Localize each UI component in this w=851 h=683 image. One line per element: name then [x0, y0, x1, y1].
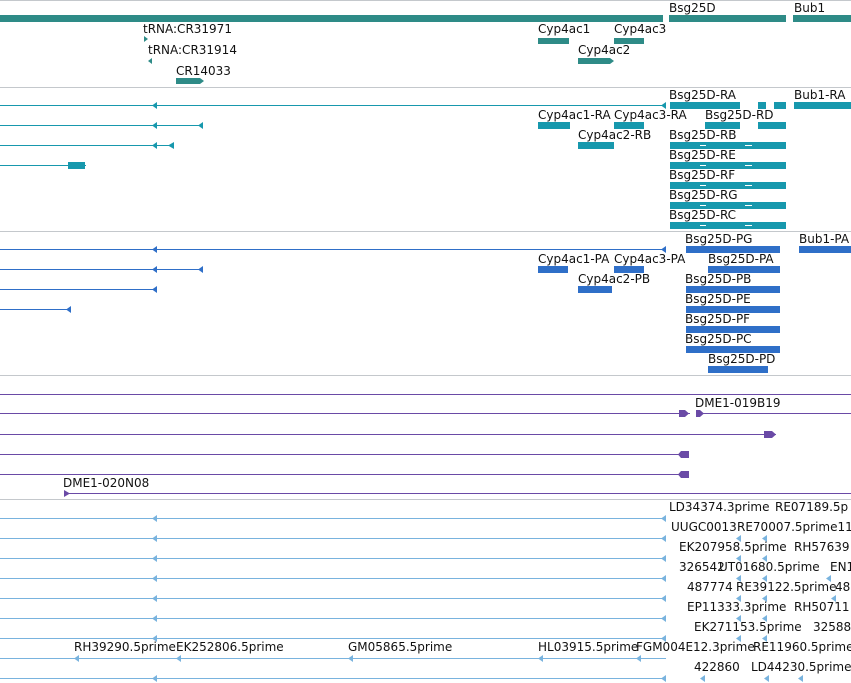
- gene-track: [0, 15, 851, 84]
- transcript-label[interactable]: Cyp4ac1-RA: [538, 108, 611, 122]
- protein-label[interactable]: Cyp4ac1-PA: [538, 252, 610, 266]
- protein-label[interactable]: Bsg25D-PF: [685, 312, 751, 326]
- gene-glyph-cyp4ac2[interactable]: [578, 58, 614, 64]
- transcript-label[interactable]: Cyp4ac3-RA: [614, 108, 687, 122]
- est-label[interactable]: 487774: [687, 580, 733, 594]
- gene-label-cr14033[interactable]: CR14033: [176, 64, 231, 78]
- est-label[interactable]: RH57639: [794, 540, 850, 554]
- est-track: [0, 515, 836, 682]
- gene-glyph[interactable]: [0, 15, 663, 22]
- est-label[interactable]: 48: [835, 580, 851, 594]
- est-label[interactable]: EN1: [830, 560, 851, 574]
- trna-glyph[interactable]: [144, 36, 148, 42]
- transcript-track: [0, 102, 851, 229]
- est-label[interactable]: GM05865.5prime: [348, 640, 453, 654]
- track-separators: [0, 0, 851, 500]
- est-label[interactable]: RE70007.5prime11: [737, 520, 851, 534]
- gene-label-trna-cr31971[interactable]: tRNA:CR31971: [143, 22, 232, 36]
- transcript-label[interactable]: Bsg25D-RA: [669, 88, 737, 102]
- gene-glyph-cyp4ac3[interactable]: [614, 38, 644, 44]
- protein-label[interactable]: Bub1-PA: [799, 232, 850, 246]
- protein-label[interactable]: Cyp4ac2-PB: [578, 272, 651, 286]
- transcript-label[interactable]: Bsg25D-RE: [669, 148, 736, 162]
- est-label[interactable]: FGM004E12.3prime: [636, 640, 755, 654]
- clone-track: [0, 394, 851, 497]
- est-label[interactable]: 422860: [694, 660, 740, 674]
- gene-label-cyp4ac3[interactable]: Cyp4ac3: [614, 22, 667, 36]
- transcript-label[interactable]: Bsg25D-RG: [669, 188, 738, 202]
- est-label[interactable]: 32588: [813, 620, 851, 634]
- est-label[interactable]: EK271153.5prime: [694, 620, 802, 634]
- protein-label[interactable]: Cyp4ac3-PA: [614, 252, 686, 266]
- est-label[interactable]: RH50711: [794, 600, 850, 614]
- est-label[interactable]: RE07189.5p: [775, 500, 849, 514]
- est-label[interactable]: RE11960.5prime: [753, 640, 851, 654]
- protein-label[interactable]: Bsg25D-PA: [708, 252, 774, 266]
- est-label[interactable]: LD34374.3prime: [669, 500, 770, 514]
- est-label[interactable]: HL03915.5prime: [538, 640, 639, 654]
- protein-label[interactable]: Bsg25D-PB: [685, 272, 752, 286]
- clone-label[interactable]: DME1-019B19: [695, 396, 781, 410]
- transcript-label[interactable]: Bsg25D-RF: [669, 168, 736, 182]
- est-label[interactable]: RH39290.5prime: [74, 640, 176, 654]
- est-label[interactable]: EP11333.3prime: [687, 600, 787, 614]
- gene-label-cyp4ac1[interactable]: Cyp4ac1: [538, 22, 591, 36]
- transcript-label[interactable]: Bsg25D-RD: [705, 108, 774, 122]
- protein-label[interactable]: Bsg25D-PC: [685, 332, 752, 346]
- est-label[interactable]: EK252806.5prime: [176, 640, 284, 654]
- transcript-label[interactable]: Bsg25D-RB: [669, 128, 737, 142]
- gene-glyph-cr14033[interactable]: [176, 78, 204, 84]
- gene-glyph-bsg25d[interactable]: [669, 15, 786, 22]
- trna-glyph[interactable]: [148, 58, 152, 64]
- gene-label-bsg25d[interactable]: Bsg25D: [669, 1, 716, 15]
- transcript-label[interactable]: Bub1-RA: [794, 88, 846, 102]
- gene-glyph-cyp4ac1[interactable]: [538, 38, 569, 44]
- gene-label-bub1[interactable]: Bub1: [794, 1, 826, 15]
- est-label[interactable]: UUGC0013: [671, 520, 737, 534]
- transcript-label[interactable]: Cyp4ac2-RB: [578, 128, 652, 142]
- protein-label[interactable]: Bsg25D-PD: [708, 352, 776, 366]
- transcript-label[interactable]: Bsg25D-RC: [669, 208, 737, 222]
- est-label[interactable]: EK207958.5prime: [679, 540, 787, 554]
- est-label[interactable]: 326542: [679, 560, 725, 574]
- gene-label-cyp4ac2[interactable]: Cyp4ac2: [578, 43, 631, 57]
- protein-label[interactable]: Bsg25D-PE: [685, 292, 751, 306]
- est-label[interactable]: LD44230.5prime: [751, 660, 851, 674]
- protein-label[interactable]: Bsg25D-PG: [685, 232, 753, 246]
- est-label[interactable]: RE39122.5prime: [736, 580, 837, 594]
- gene-glyph-bub1[interactable]: [793, 15, 851, 22]
- clone-label[interactable]: DME1-020N08: [63, 476, 150, 490]
- gene-label-trna-cr31914[interactable]: tRNA:CR31914: [148, 43, 237, 57]
- protein-track: [0, 246, 851, 373]
- est-label[interactable]: UT01680.5prime: [719, 560, 820, 574]
